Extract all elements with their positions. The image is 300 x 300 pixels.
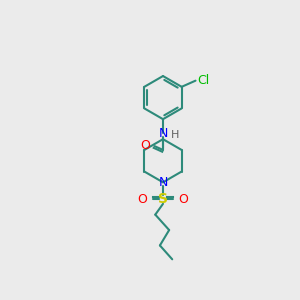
Text: O: O: [138, 193, 148, 206]
Text: Cl: Cl: [197, 74, 209, 87]
Text: O: O: [140, 139, 150, 152]
Text: N: N: [158, 127, 168, 140]
Text: S: S: [158, 192, 168, 206]
Text: N: N: [158, 176, 168, 189]
Text: H: H: [171, 130, 179, 140]
Text: O: O: [178, 193, 188, 206]
